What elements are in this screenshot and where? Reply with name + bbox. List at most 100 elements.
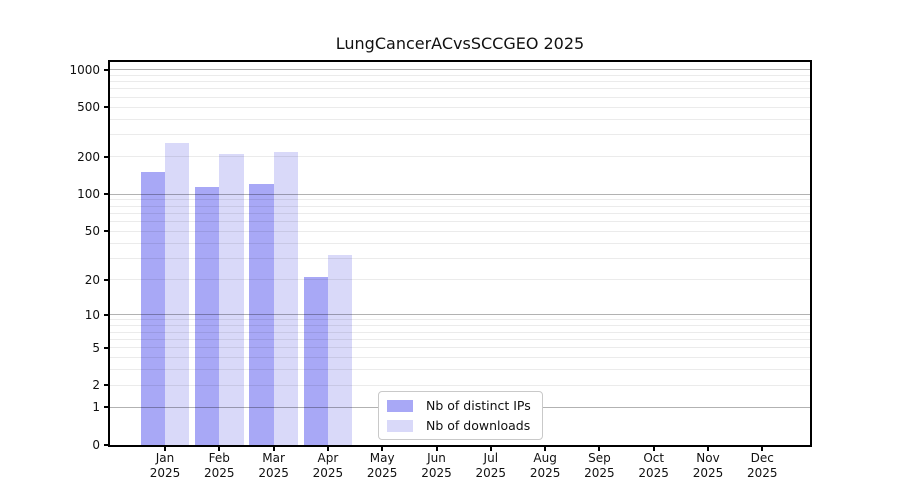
y-gridline-minor <box>110 81 810 83</box>
x-tick-label-month: Aug <box>533 451 557 465</box>
bar-nb-of-distinct-ips <box>303 277 328 445</box>
x-tick-mark <box>761 445 764 451</box>
y-tick-mark <box>104 384 110 387</box>
y-tick-mark <box>104 346 110 349</box>
x-tick-label: Nov 2025 <box>678 451 738 481</box>
y-gridline-major <box>110 193 810 195</box>
y-gridline-minor <box>110 199 810 201</box>
x-tick-label-month: Feb <box>208 451 230 465</box>
y-tick-mark <box>104 278 110 281</box>
x-tick-label-month: Dec <box>750 451 774 465</box>
y-gridline-minor <box>110 74 810 76</box>
y-gridline-minor <box>110 88 810 90</box>
x-tick-label: Feb 2025 <box>189 451 249 481</box>
bar-nb-of-downloads <box>273 152 298 445</box>
bar-nb-of-distinct-ips <box>194 186 220 445</box>
x-tick-label-year: 2025 <box>258 466 289 480</box>
x-tick-label: May 2025 <box>352 451 412 481</box>
y-gridline-minor <box>110 221 810 223</box>
y-gridline-minor <box>110 357 810 359</box>
x-tick-label: Jan 2025 <box>135 451 195 481</box>
y-gridline-major <box>110 314 810 316</box>
x-tick-label: Aug 2025 <box>515 451 575 481</box>
bar-nb-of-downloads <box>219 154 244 445</box>
x-tick-mark <box>272 445 275 451</box>
x-tick-mark <box>544 445 547 451</box>
y-gridline-minor <box>110 230 810 232</box>
x-tick-label-month: Apr <box>317 451 339 465</box>
legend-swatch-nb-of-downloads <box>387 419 413 432</box>
bar-nb-of-distinct-ips <box>249 183 274 445</box>
x-tick-label-month: May <box>369 451 395 465</box>
x-tick-mark <box>598 445 601 451</box>
y-tick-label: 100 <box>77 187 100 202</box>
y-tick-label: 20 <box>84 272 100 287</box>
x-tick-label: Jul 2025 <box>461 451 521 481</box>
x-tick-mark <box>652 445 655 451</box>
x-tick-label-month: Jan <box>155 451 175 465</box>
y-gridline-minor <box>110 384 810 386</box>
y-tick-mark <box>104 193 110 196</box>
x-tick-label: Sep 2025 <box>569 451 629 481</box>
legend-swatch-nb-of-distinct-ips <box>387 399 413 412</box>
x-tick-label: Apr 2025 <box>298 451 358 481</box>
x-tick-label-year: 2025 <box>204 466 235 480</box>
x-tick-label-month: Sep <box>588 451 611 465</box>
chart-title: LungCancerACvsSCCGEO 2025 <box>335 34 585 53</box>
y-gridline-minor <box>110 331 810 333</box>
y-gridline-minor <box>110 118 810 120</box>
x-tick-mark <box>164 445 166 451</box>
x-tick-mark <box>326 445 329 451</box>
x-tick-label-year: 2025 <box>529 466 561 480</box>
bar-nb-of-distinct-ips <box>140 172 165 445</box>
bar-nb-of-downloads <box>327 255 353 445</box>
y-gridline-minor <box>110 106 810 108</box>
x-tick-label-year: 2025 <box>638 466 669 480</box>
y-gridline-minor <box>110 319 810 321</box>
y-tick-mark <box>104 155 110 158</box>
y-tick-mark <box>104 444 110 446</box>
x-tick-label: Mar 2025 <box>244 451 304 481</box>
y-gridline-major <box>110 69 810 71</box>
legend: Nb of distinct IPs Nb of downloads <box>378 391 543 440</box>
y-gridline-minor <box>110 134 810 136</box>
bar-nb-of-downloads <box>165 142 190 445</box>
x-tick-label-year: 2025 <box>421 466 452 480</box>
x-tick-label-month: Mar <box>262 451 285 465</box>
y-tick-label: 50 <box>84 224 100 239</box>
y-tick-label: 2 <box>92 378 100 393</box>
y-tick-mark <box>104 406 110 409</box>
y-gridline-minor <box>110 242 810 244</box>
x-tick-label-year: 2025 <box>475 466 507 480</box>
y-tick-label: 5 <box>92 340 100 355</box>
y-tick-label: 10 <box>84 307 100 322</box>
x-tick-label-year: 2025 <box>692 466 724 480</box>
x-tick-label-month: Oct <box>643 451 665 465</box>
y-tick-mark <box>104 230 110 233</box>
y-tick-label: 0 <box>92 438 100 452</box>
y-tick-mark <box>104 68 110 71</box>
x-tick-label: Jun 2025 <box>407 451 467 481</box>
x-tick-label-year: 2025 <box>312 466 344 480</box>
y-gridline-minor <box>110 212 810 214</box>
y-tick-label: 1 <box>92 400 100 415</box>
y-gridline-minor <box>110 156 810 158</box>
x-tick-label: Oct 2025 <box>624 451 684 481</box>
y-gridline-minor <box>110 96 810 98</box>
legend-row: Nb of downloads <box>387 418 531 433</box>
x-tick-label-year: 2025 <box>149 466 181 480</box>
x-tick-label-month: Jun <box>427 451 446 465</box>
x-tick-mark <box>218 445 221 451</box>
y-tick-mark <box>104 313 110 316</box>
x-tick-label-month: Nov <box>696 451 720 465</box>
plot-area <box>110 62 810 445</box>
x-tick-label: Dec 2025 <box>732 451 792 481</box>
x-tick-mark <box>489 445 492 451</box>
x-tick-label-year: 2025 <box>584 466 615 480</box>
x-tick-mark <box>435 445 438 451</box>
x-tick-mark <box>381 445 384 451</box>
y-tick-label: 1000 <box>69 62 100 77</box>
legend-label: Nb of downloads <box>426 418 531 433</box>
y-gridline-minor <box>110 325 810 327</box>
